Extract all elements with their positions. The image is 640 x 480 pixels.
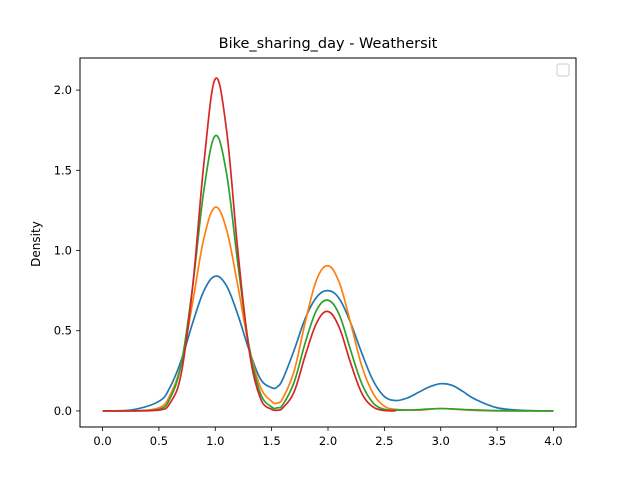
density-line-1 [102,275,554,412]
x-tick-label: 4.0 [544,434,562,448]
y-tick-label: 0.5 [54,324,72,338]
x-tick-label: 1.5 [262,434,280,448]
y-tick-label: 0.0 [54,404,72,418]
x-tick-label: 2.5 [375,434,393,448]
x-axis: 0.0 0.5 1.0 1.5 2.0 2.5 3.0 3.5 4.0 [93,427,563,448]
y-tick-label: 1.5 [54,163,72,177]
legend-box [556,63,570,77]
x-tick-label: 3.5 [488,434,506,448]
y-axis: 0.0 0.5 1.0 1.5 2.0 [54,83,80,418]
y-axis-label: Density [29,221,43,267]
density-line-4 [102,77,396,412]
x-tick-label: 0.0 [93,434,111,448]
plot-frame [79,57,577,428]
x-tick-label: 1.0 [206,434,224,448]
y-tick-label: 2.0 [54,83,72,97]
x-tick-label: 3.0 [432,434,450,448]
y-tick-label: 1.0 [54,244,72,258]
x-tick-label: 0.5 [150,434,168,448]
x-tick-label: 2.0 [319,434,337,448]
chart-title: Bike_sharing_day - Weathersit [219,36,438,52]
